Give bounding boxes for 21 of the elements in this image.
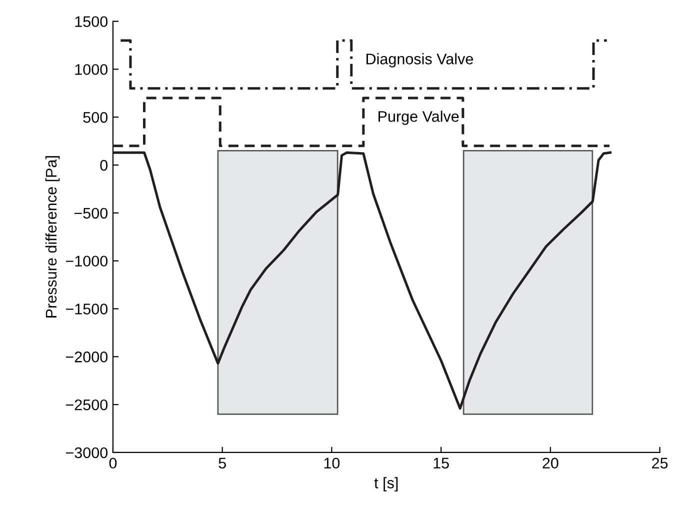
x-tick-label: 25 [652, 458, 668, 469]
x-tick-label: 10 [324, 458, 340, 469]
x-tick-label: 5 [218, 458, 226, 469]
x-tick-label: 0 [109, 458, 117, 469]
x-tick-label: 20 [542, 458, 558, 469]
y-tick-label: 500 [83, 112, 108, 123]
line-series [112, 151, 612, 410]
y-tick-label: −1500 [66, 304, 108, 314]
y-tick-label: 1000 [75, 64, 108, 75]
y-tick-label: −2000 [66, 352, 108, 362]
series-label: Diagnosis Valve [366, 53, 474, 68]
x-axis-title: t [s] [374, 477, 398, 492]
series-label: Purge Valve [378, 110, 459, 125]
y-axis-title: Pressure difference [Pa] [45, 156, 60, 318]
y-tick-label: −3000 [66, 447, 108, 458]
y-tick-label: −500 [74, 208, 108, 219]
y-tick-label: −2500 [66, 399, 108, 410]
y-tick-label: 0 [100, 160, 108, 171]
y-tick-label: −1000 [66, 256, 108, 267]
x-tick-label: 15 [434, 458, 449, 469]
y-tick-label: 1500 [75, 16, 108, 28]
